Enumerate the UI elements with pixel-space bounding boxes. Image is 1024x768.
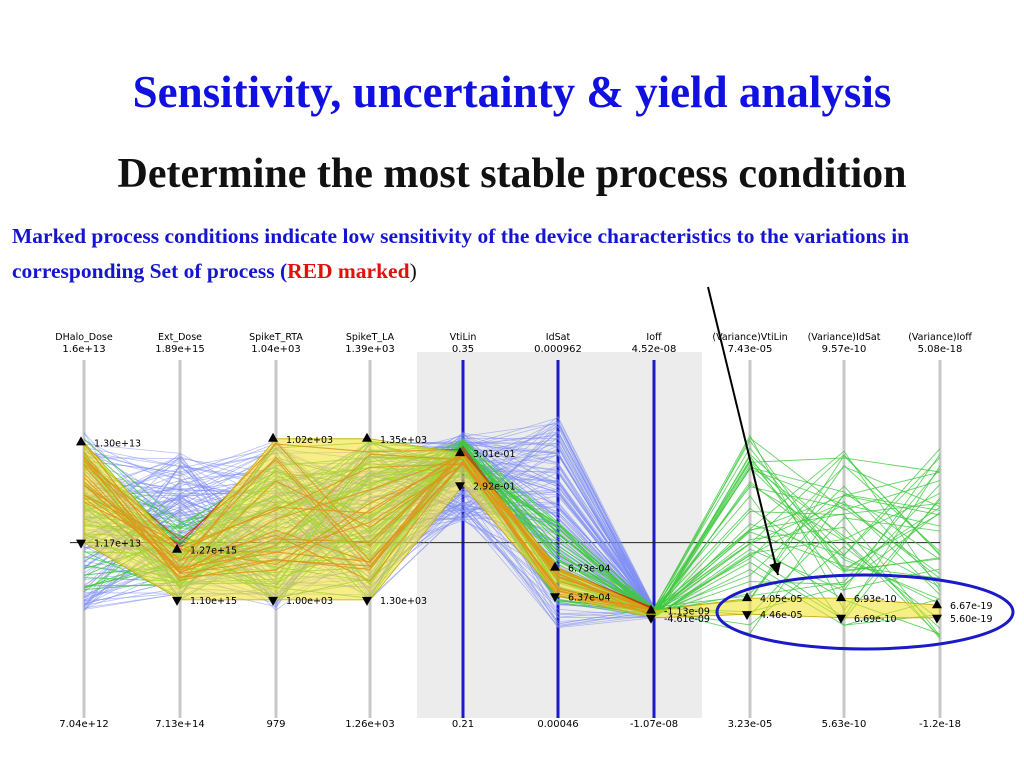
marker-value-label: -4.61e-09: [664, 614, 710, 625]
marker-down-triangle: [550, 593, 560, 603]
axis-name-label: IdSat: [546, 332, 571, 343]
marker-value-label: 6.67e-19: [950, 601, 993, 612]
marker-up-triangle: [76, 436, 86, 446]
axis-name-label: DHalo_Dose: [55, 332, 113, 343]
marker-value-label: 6.69e-10: [854, 614, 897, 625]
marker-down-triangle: [172, 596, 182, 606]
marker-value-label: 1.30e+13: [94, 438, 141, 449]
marker-value-label: 2.92e-01: [473, 481, 516, 492]
axis-name-label: Ioff: [646, 332, 662, 343]
marker-value-label: 1.35e+03: [380, 435, 427, 446]
axis-name-label: SpikeT_RTA: [249, 332, 303, 343]
marker-value-label: 1.17e+13: [94, 539, 141, 550]
marker-up-triangle: [172, 543, 182, 553]
marker-down-triangle: [268, 596, 278, 606]
marker-up-triangle: [932, 599, 942, 609]
marker-value-label: -1.13e-09: [664, 607, 710, 618]
marker-up-triangle: [742, 592, 752, 602]
axis-min-label: 7.04e+12: [59, 719, 109, 730]
marker-value-label: 6.37e-04: [568, 592, 611, 603]
axis-name-label: Ext_Dose: [158, 332, 202, 343]
axis-name-label: (Variance)VtiLin: [712, 332, 787, 343]
marker-value-label: 5.60e-19: [950, 614, 993, 625]
description-text: Marked process conditions indicate low s…: [12, 224, 910, 283]
marker-down-triangle: [455, 482, 465, 492]
axis-max-label: 1.39e+03: [345, 344, 395, 355]
marker-value-label: 6.93e-10: [854, 594, 897, 605]
marker-up-triangle: [455, 447, 465, 457]
axis-max-label: 7.43e-05: [728, 344, 773, 355]
description-close-paren: ): [409, 259, 417, 283]
axis-max-label: 1.89e+15: [155, 344, 205, 355]
axis-min-label: 7.13e+14: [155, 719, 205, 730]
marker-down-triangle: [932, 614, 942, 624]
axis-max-label: 4.52e-08: [632, 344, 677, 355]
marker-down-triangle: [362, 596, 372, 606]
marker-value-label: 1.00e+03: [286, 596, 333, 607]
axis-max-label: 0.000962: [534, 344, 582, 355]
marker-down-triangle: [76, 539, 86, 549]
axis-name-label: VtiLin: [450, 332, 477, 343]
axis-min-label: -1.2e-18: [919, 719, 961, 730]
marker-value-label: 1.27e+15: [190, 546, 237, 557]
marker-value-label: 4.05e-05: [760, 594, 803, 605]
axis-min-label: 979: [266, 719, 285, 730]
axis-min-label: 0.00046: [537, 719, 578, 730]
axis-max-label: 1.04e+03: [251, 344, 301, 355]
marker-up-triangle: [646, 604, 656, 614]
marker-down-triangle: [646, 614, 656, 624]
axis-max-label: 1.6e+13: [62, 344, 105, 355]
axis-max-label: 0.35: [452, 344, 474, 355]
range-markers-group: 1.30e+13 1.17e+13 1.27e+15 1.10e+15 1.02e+03…: [76, 432, 993, 625]
marker-value-label: 1.02e+03: [286, 435, 333, 446]
annotation-group: [715, 573, 1015, 651]
axis-max-label: 9.57e-10: [822, 344, 867, 355]
red-marked-label: RED marked: [287, 259, 410, 283]
marker-up-triangle: [836, 592, 846, 602]
marker-value-label: 1.30e+03: [380, 596, 427, 607]
marker-value-label: 3.01e-01: [473, 449, 516, 460]
annotation-ellipse: [715, 573, 1015, 651]
marker-value-label: 4.46e-05: [760, 610, 803, 621]
marker-down-triangle: [742, 611, 752, 621]
axis-min-label: 3.23e-05: [728, 719, 773, 730]
axis-name-label: (Variance)Ioff: [908, 332, 972, 343]
axis-max-label: 5.08e-18: [918, 344, 963, 355]
marker-value-label: 1.10e+15: [190, 596, 237, 607]
marker-up-triangle: [550, 561, 560, 571]
axis-min-label: 1.26e+03: [345, 719, 395, 730]
axis-name-label: (Variance)IdSat: [808, 332, 881, 343]
marker-value-label: 6.73e-04: [568, 564, 611, 575]
slide-description: Marked process conditions indicate low s…: [12, 219, 1012, 289]
marker-down-triangle: [836, 614, 846, 624]
marker-up-triangle: [362, 432, 372, 442]
slide-subtitle: Determine the most stable process condit…: [117, 151, 907, 197]
axis-min-label: 5.63e-10: [822, 719, 867, 730]
axis-min-label: -1.07e-08: [630, 719, 678, 730]
parallel-coordinates-chart: 1.30e+13 1.17e+13 1.27e+15 1.10e+15 1.02e+03…: [55, 332, 1015, 730]
marker-up-triangle: [268, 432, 278, 442]
axis-min-label: 0.21: [452, 719, 474, 730]
axis-name-label: SpikeT_LA: [346, 332, 395, 343]
slide-title: Sensitivity, uncertainty & yield analysi…: [132, 67, 892, 117]
